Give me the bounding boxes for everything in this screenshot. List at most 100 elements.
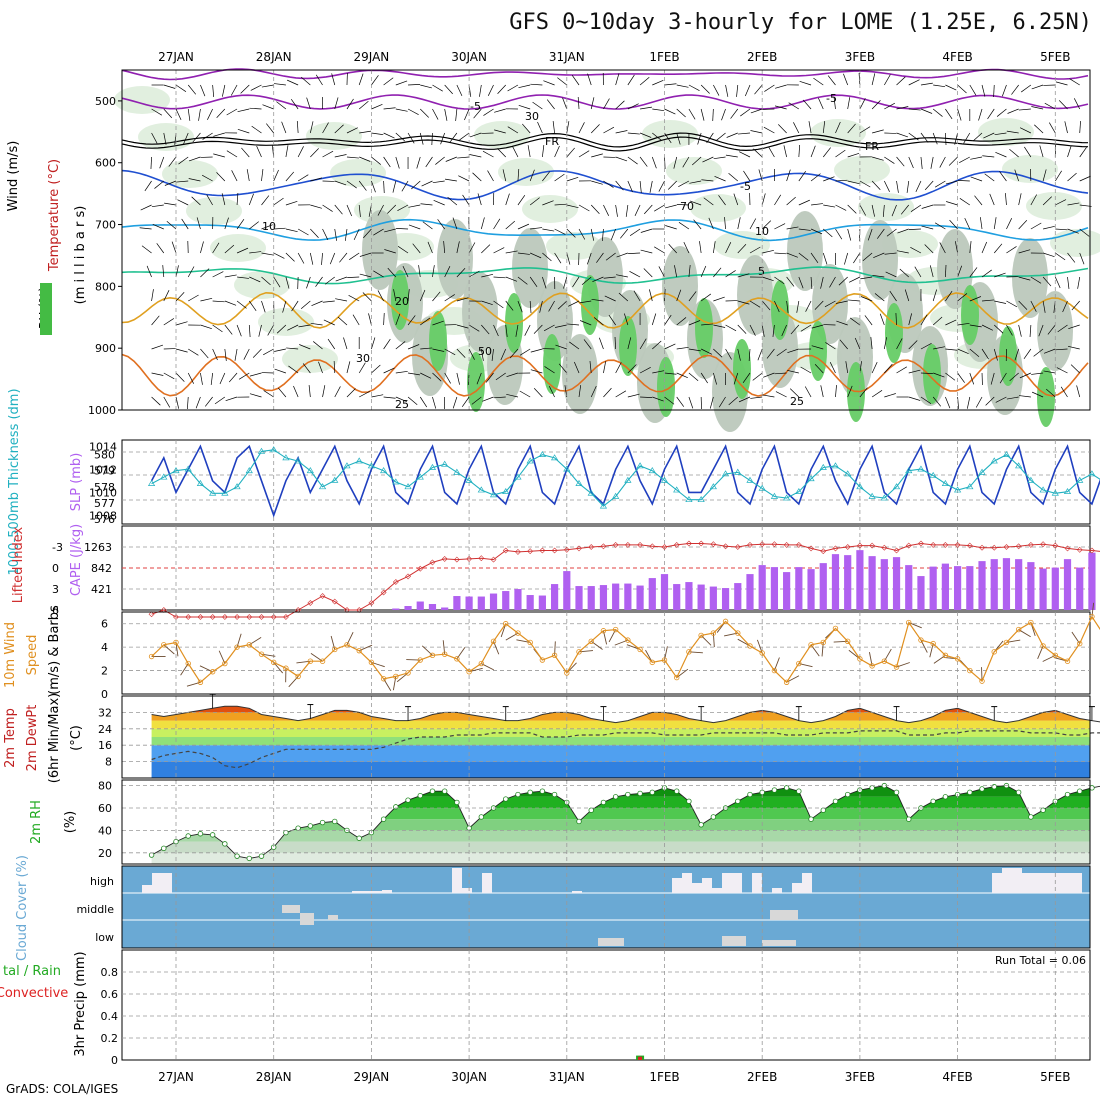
wind-barb [847,385,853,398]
cape-bar [868,556,876,610]
lifted-index-point [905,542,912,549]
cloud-high-bar [382,890,392,893]
lifted-index-point [612,541,619,548]
cape-bar [1027,562,1035,610]
wind-barb [152,223,164,230]
wind10-point [612,626,619,633]
wind-barb [163,396,171,408]
wind-barb [939,156,946,168]
rh-point [246,855,252,862]
wind-barb [274,368,287,374]
wind-barb [802,99,812,110]
wind-barb [862,252,873,261]
wind-barb [221,193,226,206]
wind10-point [588,638,594,644]
wind-barb [224,217,229,230]
thickness-point [221,489,229,496]
wind-barb [178,156,189,165]
wind-barb [352,314,360,326]
wind-barb [725,154,738,158]
wind-barb [188,294,199,302]
rh-point [588,807,594,813]
wind-barb [713,267,722,278]
wind-barb [883,337,887,350]
wind10-point [295,673,301,680]
wind-barb [627,74,635,86]
wind-barb [371,103,383,110]
wind-barb [276,324,287,334]
wind-barb [964,217,971,230]
lifted-index-point [722,543,729,550]
wind-barb [668,243,677,254]
wind-barb [500,348,507,361]
wind-barb [188,178,201,182]
wind-barb [163,318,175,326]
date-label-bottom: 1FEB [649,1070,679,1084]
wind-barb [353,228,360,241]
rh-shade-high [1037,367,1055,427]
rh-shade-mid [937,229,973,309]
wind-barb [313,341,323,350]
wind-barb [629,271,641,278]
wind-barb [371,337,376,350]
wind-barb [287,324,299,331]
wind-barb [346,127,358,134]
wind-barb [1038,324,1044,337]
wind-barb [421,180,433,187]
wind-barb [676,132,681,145]
wind-barb [586,252,592,265]
wind10-point [686,649,692,655]
wind-barb [286,347,299,350]
wind-barb [212,84,215,97]
contour-label: 30 [356,352,370,365]
wind-barb [519,390,531,398]
wind-barb [884,180,890,192]
ylabel-temperature: Temperature (°C) [47,159,62,272]
wind-barb [464,108,470,121]
thickness-point [318,483,327,490]
date-label-bottom: 27JAN [158,1070,194,1084]
wind-barb [392,180,397,193]
wind-barb [163,132,167,145]
wind-barb [1067,345,1080,350]
cape-tick: 421 [91,583,112,596]
wind10-point [893,664,900,670]
rh-shade-high [695,298,713,358]
wind-barb [554,324,567,328]
wind-barb [701,179,714,182]
wind-barb [387,204,397,214]
wind-barb [829,362,836,374]
rh-point [869,785,875,791]
cape-bar [1063,559,1072,610]
lifted-index-point [368,600,375,606]
wind-barb [1039,145,1044,158]
wind-barb [506,393,519,398]
wind-barb [334,228,337,241]
wind10-point [796,660,802,667]
wind-barb [599,337,604,350]
wind-barb [471,396,482,405]
wind-barb [825,342,836,350]
lifted-index-point [576,545,582,552]
contour-15 [121,266,1089,285]
wind-barb [200,268,210,278]
lifted-index-point [637,541,643,548]
wind-barb [733,193,739,206]
lifted-index-point [331,598,338,605]
wind10-point [674,674,680,681]
wind-barb [1055,170,1062,182]
wind-barb [987,108,995,120]
wind-barb [333,360,336,374]
wind10-point [857,656,863,662]
rh-shade-mid [837,317,873,397]
rh-shade-high [999,326,1017,386]
cape-bar [612,583,620,610]
rh-point [307,823,314,829]
wind10-point [283,665,289,671]
wind10-point [1015,626,1022,633]
wind-barb [384,249,396,254]
temp-band [151,728,1090,737]
rh-point [844,791,851,798]
wind-barb [285,276,290,289]
wind-barb [742,372,751,384]
